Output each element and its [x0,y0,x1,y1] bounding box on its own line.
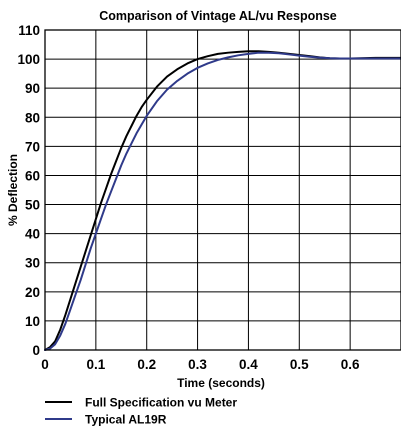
y-tick-label: 0 [32,343,40,358]
y-tick-label: 80 [25,110,40,125]
x-tick-label: 0.1 [86,357,105,372]
legend-label-1: Full Specification vu Meter [85,396,237,410]
y-tick-label: 60 [25,168,40,183]
series-line-2 [44,51,401,351]
x-tick-label: 0.3 [188,357,207,372]
x-axis-label: Time (seconds) [177,376,265,390]
y-tick-label: 10 [25,314,40,329]
legend: Full Specification vu Meter Typical AL19R [45,396,237,427]
chart-title: Comparison of Vintage AL/vu Response [99,9,337,23]
y-tick-label: 70 [25,139,40,154]
series-layer [44,50,401,351]
y-tick-label: 40 [25,227,40,242]
y-tick-label: 90 [25,81,40,96]
plot-frame [44,29,401,351]
x-tick-label: 0.6 [341,357,360,372]
y-tick-label: 50 [25,198,40,213]
x-tick-label: 0.5 [290,357,309,372]
y-tick-labels: 0 10 20 30 40 50 60 70 80 90 100 110 [17,23,40,358]
grid-lines [45,30,401,350]
x-tick-label: 0.4 [239,357,258,372]
y-axis-label: % Deflection [6,154,20,226]
series-line-1 [44,50,401,351]
y-tick-label: 110 [18,23,40,38]
y-tick-label: 30 [25,256,40,271]
y-tick-label: 100 [17,52,40,67]
x-tick-label: 0.2 [137,357,156,372]
x-tick-labels: 0 0.1 0.2 0.3 0.4 0.5 0.6 [41,357,360,372]
y-tick-label: 20 [25,285,40,300]
x-tick-label: 0 [41,357,49,372]
legend-label-2: Typical AL19R [85,413,167,427]
